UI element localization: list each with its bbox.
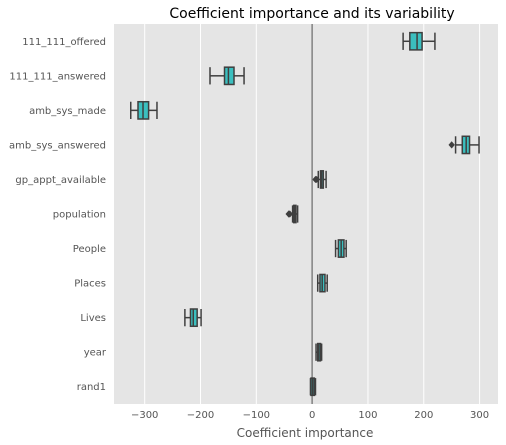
x-axis-label: Coefficient importance (237, 426, 374, 440)
x-tick-label: 100 (358, 410, 377, 421)
y-tick-label: 111_111_offered (22, 37, 106, 48)
y-tick-label: rand1 (77, 382, 106, 393)
x-tick-label: 0 (309, 410, 315, 421)
y-tick-label: Places (74, 279, 106, 290)
box-body (410, 33, 422, 50)
y-tick-label: population (53, 210, 106, 221)
y-tick-label: Lives (80, 313, 106, 324)
x-tick-label: −200 (187, 410, 214, 421)
y-tick-label: amb_sys_made (29, 106, 106, 117)
x-tick-label: 200 (414, 410, 433, 421)
y-tick-labels: 111_111_offered 111_111_answered amb_sys_m… (9, 37, 107, 393)
y-tick-label: gp_appt_available (15, 175, 106, 186)
y-tick-label: amb_sys_answered (9, 140, 106, 151)
chart-title: Coefficient importance and its variabili… (169, 6, 454, 22)
box-body (225, 67, 234, 84)
y-tick-label: year (84, 348, 107, 359)
box-rand1 (310, 378, 315, 395)
y-tick-label: People (73, 244, 106, 255)
x-tick-label: −300 (131, 410, 158, 421)
x-tick-labels: −300 −200 −100 0 100 200 300 (131, 410, 489, 421)
x-tick-label: −100 (243, 410, 270, 421)
y-tick-label: 111_111_answered (9, 71, 106, 82)
plot-area (114, 24, 498, 404)
x-tick-label: 300 (470, 410, 489, 421)
